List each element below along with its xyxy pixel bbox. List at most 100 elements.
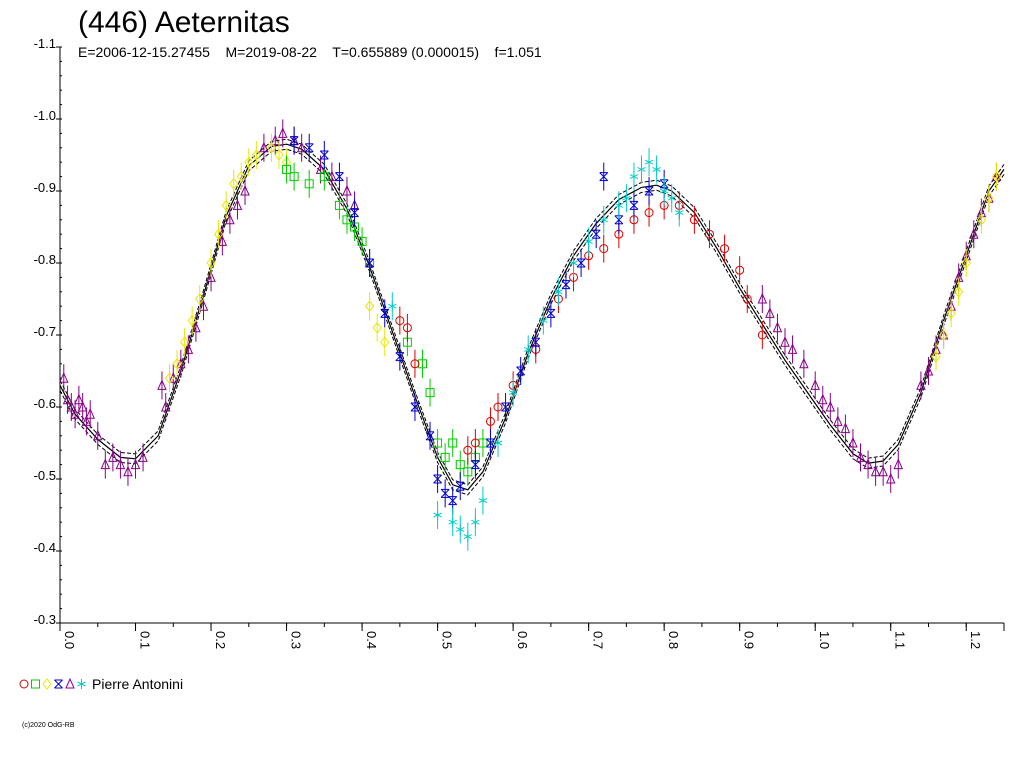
data-point	[259, 141, 269, 153]
data-point	[319, 172, 329, 182]
x-tick-label: 0.6	[515, 631, 530, 649]
x-tick-label: 0.3	[289, 631, 304, 649]
data-point	[440, 452, 450, 462]
data-point	[675, 207, 684, 218]
series-circle	[395, 191, 767, 465]
data-point	[516, 366, 526, 376]
data-point	[931, 350, 941, 363]
data-point	[870, 465, 881, 477]
x-tick-label: 0.4	[364, 631, 379, 649]
data-point	[225, 213, 235, 225]
data-point	[274, 149, 284, 161]
data-point	[410, 359, 420, 369]
data-point	[244, 156, 254, 169]
data-point	[115, 458, 126, 470]
data-point	[501, 402, 510, 412]
data-point	[62, 393, 73, 405]
data-point	[954, 285, 964, 298]
x-tick-label: 1.1	[893, 631, 908, 649]
data-point	[704, 229, 714, 239]
x-tick-label: 1.0	[817, 631, 832, 649]
data-point	[757, 292, 768, 304]
data-point	[546, 308, 556, 318]
data-point	[425, 388, 435, 398]
data-point	[938, 329, 949, 341]
data-point	[652, 164, 661, 175]
y-tick-label: -1.1	[34, 36, 56, 51]
data-point	[213, 228, 224, 241]
data-point	[327, 170, 337, 182]
data-point	[976, 213, 986, 226]
data-point	[478, 495, 488, 506]
data-point	[198, 299, 209, 311]
data-point	[270, 134, 281, 146]
data-point	[799, 357, 809, 369]
y-tick-label: -0.4	[34, 540, 56, 555]
fit-curve	[59, 143, 1005, 491]
data-point	[395, 352, 405, 362]
data-point	[569, 258, 578, 268]
data-point	[591, 229, 601, 239]
data-point	[289, 136, 299, 146]
data-point	[644, 157, 654, 168]
data-point	[282, 164, 292, 174]
data-point	[187, 314, 197, 327]
data-point	[380, 308, 390, 318]
data-point	[840, 422, 851, 434]
data-point	[561, 280, 571, 290]
data-point	[221, 199, 231, 212]
legend-symbol-triangle	[65, 677, 75, 689]
series-star	[388, 148, 684, 551]
data-point	[825, 400, 836, 412]
data-point	[433, 438, 443, 448]
data-point	[946, 307, 956, 320]
data-point	[66, 400, 77, 412]
data-point	[893, 458, 904, 470]
data-point	[961, 257, 971, 269]
legend-symbol-star	[77, 679, 86, 689]
data-point	[195, 293, 205, 305]
x-tick-label: 0.8	[666, 631, 681, 649]
data-point	[644, 186, 654, 196]
data-point	[833, 415, 843, 426]
data-point	[637, 164, 646, 175]
data-point	[456, 524, 465, 535]
data-point	[485, 416, 495, 426]
x-tick-label: 1.2	[968, 631, 983, 649]
data-point	[410, 402, 420, 412]
x-tick-label: 0.5	[440, 631, 455, 649]
data-point	[742, 294, 752, 304]
series-cross	[289, 126, 669, 515]
chart-subtitle: E=2006-12-15.27455 M=2019-08-22 T=0.6558…	[78, 44, 542, 60]
data-point	[629, 171, 639, 182]
fit-curve-upper	[59, 138, 1005, 486]
data-point	[70, 407, 80, 419]
data-point	[304, 179, 314, 189]
data-point	[164, 372, 175, 385]
data-point	[757, 330, 767, 340]
data-point	[342, 215, 352, 225]
copyright-text: (c)2020 OdG-RB	[22, 722, 75, 729]
data-point	[266, 141, 277, 154]
data-point	[206, 257, 216, 269]
data-point	[232, 199, 243, 210]
fit-curves	[59, 138, 1005, 496]
data-point	[157, 379, 167, 390]
data-point	[599, 214, 608, 225]
y-tick-label: -1.0	[34, 108, 56, 123]
y-tick-label: -0.5	[34, 468, 56, 483]
data-point	[168, 371, 179, 383]
data-point	[334, 200, 344, 210]
data-point	[463, 531, 473, 542]
y-tick-label: -0.6	[34, 396, 56, 411]
data-point	[191, 321, 201, 333]
data-point	[471, 460, 480, 470]
data-point	[296, 141, 307, 153]
x-tick-label: 0.9	[742, 631, 757, 649]
data-point	[77, 400, 88, 412]
legend: Pierre Antonini	[19, 676, 183, 692]
legend-symbol-circle	[19, 679, 29, 689]
data-point	[614, 200, 624, 211]
data-point	[765, 307, 775, 318]
data-point	[969, 227, 979, 239]
